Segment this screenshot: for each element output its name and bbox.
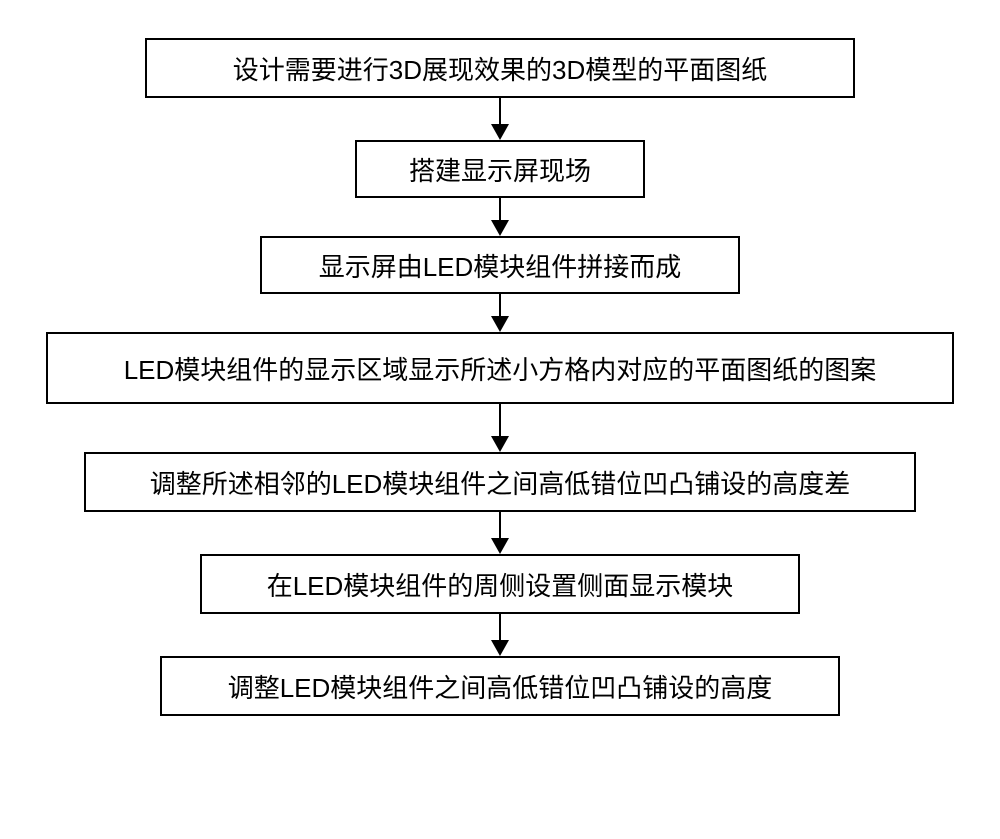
step-box-4: LED模块组件的显示区域显示所述小方格内对应的平面图纸的图案: [46, 332, 954, 404]
step-box-3: 显示屏由LED模块组件拼接而成: [260, 236, 740, 294]
step-label-2: 搭建显示屏现场: [409, 151, 591, 188]
arrow-4: [491, 404, 509, 452]
arrow-3: [491, 294, 509, 332]
flowchart-container: 设计需要进行3D展现效果的3D模型的平面图纸 搭建显示屏现场 显示屏由LED模块…: [0, 38, 1000, 716]
step-label-6: 在LED模块组件的周侧设置侧面显示模块: [267, 566, 734, 603]
step-box-1: 设计需要进行3D展现效果的3D模型的平面图纸: [145, 38, 855, 98]
step-label-5: 调整所述相邻的LED模块组件之间高低错位凹凸铺设的高度差: [150, 464, 851, 501]
step-box-2: 搭建显示屏现场: [355, 140, 645, 198]
step-label-7: 调整LED模块组件之间高低错位凹凸铺设的高度: [228, 668, 773, 705]
step-box-5: 调整所述相邻的LED模块组件之间高低错位凹凸铺设的高度差: [84, 452, 916, 512]
step-label-3: 显示屏由LED模块组件拼接而成: [319, 247, 682, 284]
arrow-6: [491, 614, 509, 656]
step-label-1: 设计需要进行3D展现效果的3D模型的平面图纸: [233, 50, 767, 87]
arrow-2: [491, 198, 509, 236]
step-label-4: LED模块组件的显示区域显示所述小方格内对应的平面图纸的图案: [124, 350, 877, 387]
step-box-6: 在LED模块组件的周侧设置侧面显示模块: [200, 554, 800, 614]
step-box-7: 调整LED模块组件之间高低错位凹凸铺设的高度: [160, 656, 840, 716]
arrow-1: [491, 98, 509, 140]
arrow-5: [491, 512, 509, 554]
